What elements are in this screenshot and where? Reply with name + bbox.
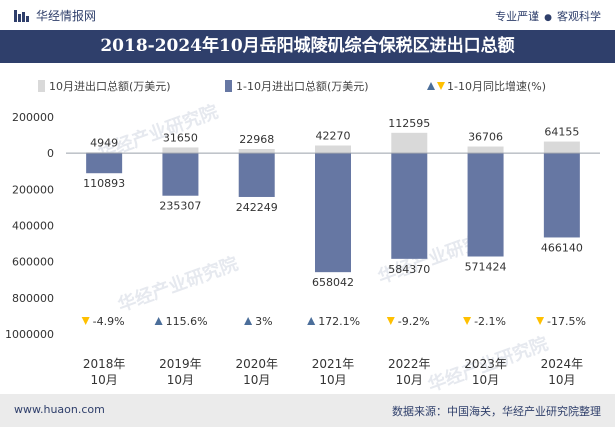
label-cumulative: 242249 [236, 201, 278, 214]
brand-logo-icon [14, 9, 30, 23]
brand-name: 华经情报网 [36, 9, 97, 23]
legend-cumulative-swatch [225, 80, 232, 92]
bar-monthly [162, 147, 199, 154]
label-cumulative: 110893 [83, 177, 125, 190]
x-tick-label: 2023年 [464, 357, 507, 371]
x-tick-label: 10月 [548, 373, 575, 387]
x-tick-label: 10月 [472, 373, 499, 387]
legend-monthly-label: 10月进出口总额(万美元) [49, 79, 171, 93]
growth-down-icon [386, 317, 395, 325]
label-monthly: 31650 [163, 131, 198, 144]
tagline-left: 专业严谨 [495, 10, 540, 23]
label-monthly: 42270 [316, 130, 351, 143]
x-tick-label: 2022年 [388, 357, 431, 371]
growth-up-icon [244, 317, 253, 325]
growth-label: -17.5% [547, 315, 586, 328]
label-cumulative: 571424 [465, 260, 507, 273]
y-tick-label: 200000 [12, 183, 54, 196]
y-tick-label: 0 [47, 147, 54, 160]
title-bar: 2018-2024年10月岳阳城陵矶综合保税区进出口总额 [0, 30, 615, 63]
x-tick-label: 10月 [396, 373, 423, 387]
legend-growth-down-icon [437, 82, 445, 90]
growth-down-icon [463, 317, 472, 325]
watermark-text-1: 华经产业研究院 [115, 252, 241, 316]
footer: www.huaon.com 数据来源：中国海关，华经产业研究院整理 [0, 394, 615, 427]
x-tick-label: 10月 [91, 373, 118, 387]
label-monthly: 64155 [544, 126, 579, 139]
label-monthly: 22968 [239, 133, 274, 146]
bar-monthly [543, 141, 580, 154]
bar-cumulative [238, 153, 275, 197]
growth-down-icon [81, 317, 90, 325]
tagline-separator: ● [544, 13, 552, 23]
growth-down-icon [536, 317, 545, 325]
label-cumulative: 584370 [388, 263, 430, 276]
footer-source: 数据来源：中国海关，华经产业研究院整理 [392, 405, 601, 418]
bar-cumulative [162, 153, 199, 196]
footer-url[interactable]: www.huaon.com [14, 403, 105, 416]
legend-growth-up-icon [427, 82, 435, 90]
bar-cumulative [86, 153, 123, 174]
bar-cumulative [315, 153, 351, 273]
growth-up-icon [307, 317, 316, 325]
y-tick-label: 800000 [12, 292, 54, 305]
top-bar: 华经情报网 专业严谨 ● 客观科学 [0, 0, 615, 30]
x-tick-label: 10月 [319, 373, 346, 387]
label-cumulative: 235307 [159, 200, 201, 213]
bar-monthly [391, 132, 428, 154]
x-tick-label: 10月 [167, 373, 194, 387]
x-tick-label: 2024年 [541, 357, 584, 371]
label-monthly: 112595 [388, 117, 430, 130]
legend-growth-label: 1-10月同比增速(%) [447, 79, 546, 93]
label-monthly: 36706 [468, 131, 503, 144]
growth-markers: -4.9% 115.6% 3% 172.1% -9.2% -2.1% -17.5% [81, 315, 586, 328]
bar-monthly [238, 149, 275, 154]
x-tick-label: 2021年 [312, 357, 355, 371]
growth-label: -2.1% [474, 315, 506, 328]
label-cumulative: 466140 [541, 241, 583, 254]
x-tick-label: 2018年 [83, 357, 126, 371]
legend: 10月进出口总额(万美元) 1-10月进出口总额(万美元) 1-10月同比增速(%) [38, 79, 546, 93]
bar-cumulative [543, 153, 580, 238]
bar-cumulative [391, 153, 428, 259]
x-tick-label: 2019年 [159, 357, 202, 371]
x-tick-label: 10月 [243, 373, 270, 387]
tagline: 专业严谨 ● 客观科学 [495, 8, 601, 24]
bar-cumulative [467, 153, 504, 257]
data-labels: 4949 110893 31650 235307 22968 242249 42270 658… [83, 117, 583, 289]
bar-monthly [315, 145, 351, 154]
y-axis: 200000 0 200000 400000 600000 800000 1000000 [5, 111, 54, 341]
legend-cumulative-label: 1-10月进出口总额(万美元) [236, 79, 369, 93]
brand: 华经情报网 [14, 7, 96, 24]
label-cumulative: 658042 [312, 276, 354, 289]
growth-label: -9.2% [398, 315, 430, 328]
growth-label: -4.9% [93, 315, 125, 328]
tagline-right: 客观科学 [557, 10, 601, 23]
y-tick-label: 600000 [12, 256, 54, 269]
x-axis: 2018年 10月 2019年 10月 2020年 10月 2021年 10月 2022年 10月… [83, 357, 583, 387]
chart-title: 2018-2024年10月岳阳城陵矶综合保税区进出口总额 [100, 36, 515, 56]
bar-monthly [467, 146, 504, 154]
growth-label: 172.1% [318, 315, 360, 328]
legend-monthly-swatch [38, 80, 45, 92]
y-tick-label: 1000000 [5, 328, 54, 341]
y-tick-label: 200000 [12, 111, 54, 124]
growth-up-icon [154, 317, 163, 325]
bars [86, 132, 580, 273]
y-tick-label: 400000 [12, 220, 54, 233]
x-tick-label: 2020年 [235, 357, 278, 371]
growth-label: 3% [255, 315, 272, 328]
growth-label: 115.6% [166, 315, 208, 328]
label-monthly: 4949 [90, 136, 118, 149]
